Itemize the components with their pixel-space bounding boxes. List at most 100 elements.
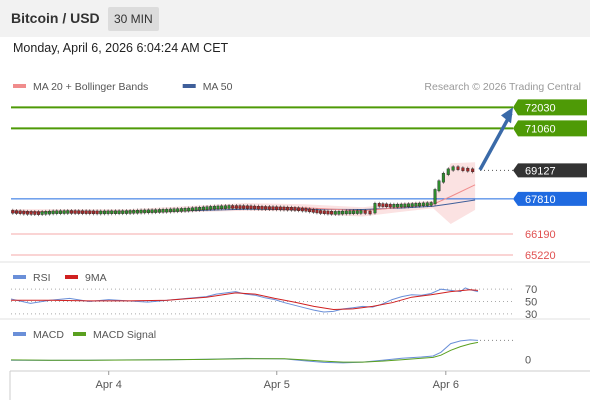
candle-body	[168, 208, 172, 213]
candle-body	[271, 206, 275, 210]
candle-body	[44, 211, 48, 215]
candle-body	[441, 172, 445, 183]
legend-swatch	[73, 332, 86, 336]
legend-label: MA 50	[203, 81, 233, 93]
candle-body	[433, 189, 437, 205]
candle-body	[352, 210, 356, 214]
timestamp: Monday, April 6, 2026 6:04:24 AM CET	[13, 41, 229, 55]
copyright-text: Research © 2026 Trading Central	[424, 81, 581, 93]
candle-body	[359, 210, 363, 214]
candle-body	[337, 211, 341, 215]
candle-body	[84, 210, 88, 214]
candle-body	[315, 209, 319, 214]
x-tick-label: Apr 4	[96, 379, 122, 391]
candle-body	[143, 209, 147, 214]
candle-body	[260, 206, 264, 210]
legend-swatch	[13, 84, 26, 88]
candle-body	[33, 211, 37, 215]
candle-body	[113, 210, 117, 214]
candle-body	[190, 207, 194, 211]
chart-header: Bitcoin / USD 30 MIN	[0, 0, 590, 37]
support-level-label: 65220	[525, 250, 556, 262]
candle-body	[326, 210, 330, 215]
candle-body	[242, 205, 246, 209]
candle-body	[429, 202, 433, 206]
candle-body	[264, 206, 268, 210]
candle-body	[47, 210, 51, 215]
candle-body	[253, 205, 257, 210]
candle-body	[368, 210, 372, 215]
candle-body	[456, 166, 460, 170]
bollinger-band-area	[11, 162, 476, 224]
last-price-label: 69127	[525, 165, 556, 177]
legend-swatch	[65, 275, 78, 279]
candle-body	[117, 210, 121, 214]
rsi-level-label: 30	[525, 309, 537, 321]
candle-body	[205, 206, 209, 210]
candle-body	[146, 209, 150, 214]
candle-body	[223, 205, 227, 209]
candle-body	[99, 210, 103, 215]
candle-body	[466, 167, 470, 172]
candle-body	[267, 206, 271, 210]
candle-body	[110, 210, 114, 214]
candle-body	[36, 211, 40, 215]
candle-body	[212, 205, 216, 210]
candle-body	[278, 206, 282, 211]
candle-body	[25, 211, 29, 215]
projection-arrow-shaft	[478, 112, 513, 171]
candle-body	[446, 168, 450, 175]
candle-body	[55, 210, 59, 214]
pivot-level-tag	[513, 191, 587, 206]
candle-body	[238, 205, 242, 209]
legend-label: MACD	[33, 329, 64, 341]
candle-body	[183, 208, 187, 212]
candle-body	[377, 203, 381, 207]
candle-body	[209, 206, 213, 210]
candle-body	[245, 205, 249, 209]
candle-body	[471, 168, 475, 173]
candle-body	[275, 206, 279, 210]
candle-body	[308, 208, 312, 213]
candle-body	[249, 205, 253, 210]
candle-body	[220, 205, 224, 210]
candle-body	[14, 210, 18, 214]
legend-swatch	[13, 332, 26, 336]
candle-body	[227, 205, 231, 209]
candle-body	[344, 210, 348, 215]
target-level-tag	[513, 99, 587, 116]
candle-body	[319, 210, 323, 214]
candle-body	[373, 203, 377, 214]
candle-body	[286, 206, 290, 211]
candle-body	[73, 210, 77, 214]
candle-body	[399, 203, 403, 208]
legend-label: MA 20 + Bollinger Bands	[33, 81, 148, 93]
candle-body	[333, 211, 337, 215]
candle-body	[187, 207, 191, 212]
rsi-level-label: 70	[525, 284, 537, 296]
candle-body	[88, 210, 92, 214]
candle-body	[198, 207, 202, 211]
candle-body	[124, 210, 128, 214]
projection-arrow-head	[501, 107, 513, 124]
interval-selector[interactable]: 30 MIN	[108, 7, 159, 31]
candle-body	[348, 210, 352, 214]
candle-body	[139, 209, 143, 214]
candle-body	[293, 207, 297, 211]
legend-label: 9MA	[85, 272, 107, 284]
candle-body	[297, 207, 301, 211]
candle-body	[300, 207, 304, 212]
legend-swatch	[182, 84, 196, 88]
x-tick-label: Apr 6	[433, 379, 459, 391]
candle-body	[154, 209, 158, 213]
candle-body	[80, 210, 84, 214]
candle-body	[102, 210, 106, 215]
legend-swatch	[13, 275, 26, 279]
candle-body	[77, 210, 81, 214]
target-level-label: 72030	[525, 102, 556, 114]
macd-signal-line	[10, 341, 479, 363]
candle-body	[29, 211, 33, 215]
candle-body	[69, 210, 73, 214]
candle-body	[128, 210, 132, 214]
candle-body	[322, 210, 326, 214]
